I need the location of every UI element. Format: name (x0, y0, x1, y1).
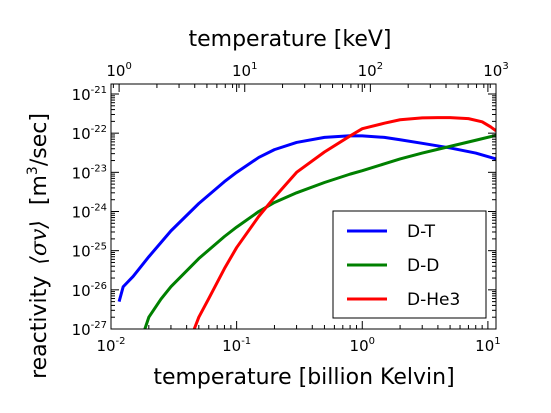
x-tick-label-2: 100 (350, 336, 375, 355)
y-tick-label-5: 10-22 (72, 124, 107, 143)
y-tick-label-6-base: 10 (72, 86, 91, 104)
y-axis-title-prefix: reactivity (27, 276, 52, 379)
y-tick-label-4: 10-23 (72, 163, 107, 182)
y-tick-label-2: 10-25 (72, 242, 107, 261)
x2-tick-label-1-base: 10 (232, 62, 251, 80)
legend-label-1: D-D (407, 256, 439, 276)
x-tick-label-0: 10-2 (96, 336, 125, 355)
x2-tick-label-1: 101 (232, 61, 257, 80)
x2-tick-label-2-base: 10 (358, 62, 377, 80)
x-tick-label-1-exp: -1 (241, 336, 251, 347)
series-line-1 (143, 133, 496, 329)
bottom-axis-title: temperature [billion Kelvin] (153, 365, 454, 390)
legend-label-0: D-T (407, 222, 436, 242)
y-tick-label-6: 10-21 (72, 85, 107, 104)
x-tick-label-0-exp: -2 (116, 336, 126, 347)
top-axis-title: temperature [keV] (189, 27, 392, 52)
legend: D-T D-D D-He3 (332, 210, 487, 319)
x-tick-label-2-exp: 0 (369, 336, 375, 347)
x-tick-label-1-base: 10 (222, 337, 241, 355)
legend-label-2: D-He3 (407, 290, 460, 310)
y-tick-label-0-base: 10 (72, 321, 91, 339)
y-tick-label-4-base: 10 (72, 164, 91, 182)
x2-tick-label-1-exp: 1 (251, 61, 257, 72)
x-tick-label-3-base: 10 (475, 337, 494, 355)
x2-tick-label-0: 100 (106, 61, 131, 80)
x2-tick-label-3-exp: 3 (502, 61, 508, 72)
series-layer (117, 116, 496, 329)
y-tick-label-5-base: 10 (72, 125, 91, 143)
y-axis-title-unit-after: /sec] (27, 113, 52, 166)
y-tick-label-6-exp: -21 (91, 85, 107, 96)
legend-entries: D-T D-D D-He3 (347, 222, 460, 310)
x-tick-label-1: 10-1 (222, 336, 251, 355)
y-axis-title-unit-before: [m (27, 175, 52, 205)
y-tick-label-1: 10-26 (72, 281, 107, 300)
x2-tick-label-3-base: 10 (483, 62, 502, 80)
x-tick-label-3-exp: 1 (494, 336, 500, 347)
x-tick-label-0-base: 10 (96, 337, 115, 355)
y-tick-label-4-exp: -23 (91, 163, 107, 174)
y-tick-label-2-exp: -25 (91, 242, 107, 253)
x2-tick-label-2: 102 (358, 61, 383, 80)
y-tick-label-0-exp: -27 (91, 320, 107, 331)
x-tick-label-2-base: 10 (350, 337, 369, 355)
y-tick-label-1-exp: -26 (91, 281, 107, 292)
y-tick-label-1-base: 10 (72, 282, 91, 300)
x2-tick-label-2-exp: 2 (377, 61, 383, 72)
series-line-2 (192, 116, 496, 329)
series-line-0 (117, 134, 496, 303)
y-tick-label-2-base: 10 (72, 243, 91, 261)
x2-tick-label-0-exp: 0 (125, 61, 131, 72)
y-tick-label-3-exp: -24 (91, 202, 107, 213)
y-tick-label-3: 10-24 (72, 202, 107, 221)
x2-tick-label-0-base: 10 (106, 62, 125, 80)
x-tick-label-3: 101 (475, 336, 500, 355)
y-axis-title-unit-exp: 3 (25, 166, 41, 175)
y-axis-title-math: ⟨σv⟩ (27, 220, 52, 265)
x2-tick-label-3: 103 (483, 61, 508, 80)
y-tick-label-5-exp: -22 (91, 124, 107, 135)
y-tick-label-3-base: 10 (72, 203, 91, 221)
plot-frame (110, 83, 497, 330)
y-tick-label-0: 10-27 (72, 320, 107, 339)
y-axis-title: reactivity ⟨σv⟩ [m3/sec] (25, 113, 52, 379)
